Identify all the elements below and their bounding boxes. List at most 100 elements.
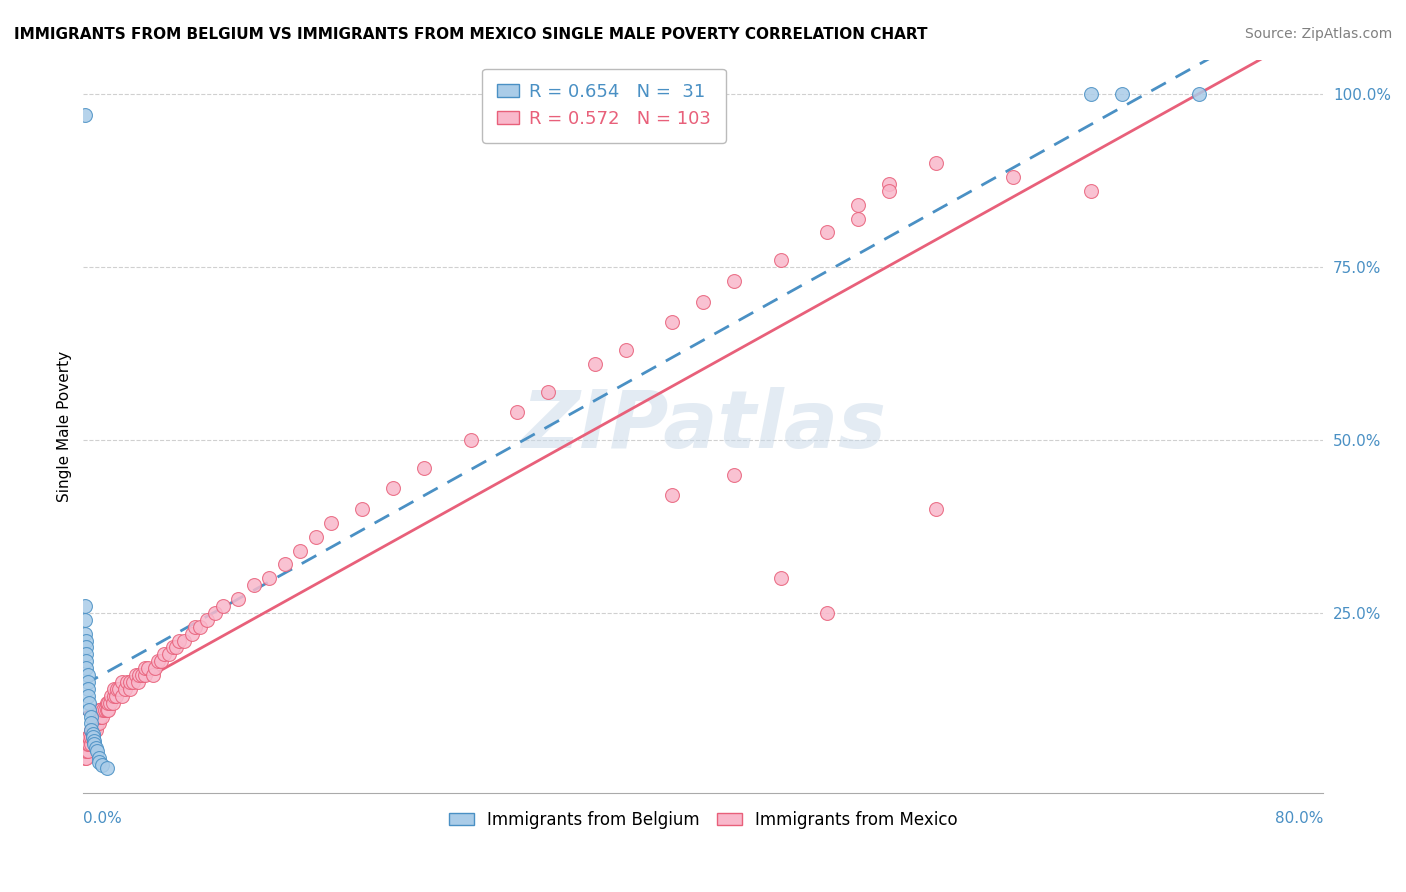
- Point: [77, 668, 100, 682]
- Point: [75, 751, 97, 765]
- Point: [184, 620, 207, 634]
- Point: [75, 744, 97, 758]
- Point: [84, 716, 107, 731]
- Point: [94, 703, 117, 717]
- Point: [100, 689, 122, 703]
- Point: [77, 744, 100, 758]
- Point: [925, 156, 948, 170]
- Point: [188, 620, 211, 634]
- Point: [90, 758, 112, 772]
- Point: [87, 716, 110, 731]
- Point: [226, 592, 249, 607]
- Point: [118, 675, 141, 690]
- Point: [80, 723, 103, 738]
- Point: [87, 751, 110, 765]
- Point: [87, 703, 110, 717]
- Text: 80.0%: 80.0%: [1275, 811, 1323, 826]
- Point: [243, 578, 266, 592]
- Point: [723, 274, 745, 288]
- Point: [382, 481, 405, 495]
- Point: [583, 357, 606, 371]
- Point: [846, 198, 869, 212]
- Point: [79, 737, 101, 751]
- Point: [75, 661, 97, 675]
- Point: [79, 703, 101, 717]
- Point: [692, 294, 714, 309]
- Point: [75, 633, 97, 648]
- Point: [877, 177, 900, 191]
- Point: [103, 681, 125, 696]
- Point: [73, 108, 96, 122]
- Point: [105, 681, 128, 696]
- Point: [149, 654, 172, 668]
- Point: [79, 696, 101, 710]
- Point: [86, 716, 108, 731]
- Point: [162, 640, 184, 655]
- Point: [846, 211, 869, 226]
- Point: [82, 727, 104, 741]
- Point: [506, 405, 529, 419]
- Point: [86, 709, 108, 723]
- Point: [153, 648, 176, 662]
- Point: [815, 226, 838, 240]
- Point: [87, 755, 110, 769]
- Point: [89, 709, 111, 723]
- Point: [925, 502, 948, 516]
- Point: [115, 675, 138, 690]
- Point: [173, 633, 195, 648]
- Point: [815, 606, 838, 620]
- Point: [84, 740, 107, 755]
- Point: [1002, 170, 1025, 185]
- Point: [79, 731, 101, 745]
- Point: [96, 696, 118, 710]
- Point: [103, 689, 125, 703]
- Point: [97, 696, 120, 710]
- Point: [82, 731, 104, 745]
- Point: [1111, 87, 1133, 102]
- Point: [77, 675, 100, 690]
- Point: [80, 716, 103, 731]
- Point: [305, 530, 328, 544]
- Point: [77, 731, 100, 745]
- Point: [98, 696, 121, 710]
- Point: [77, 681, 100, 696]
- Point: [118, 681, 141, 696]
- Point: [77, 689, 100, 703]
- Point: [75, 737, 97, 751]
- Point: [352, 502, 374, 516]
- Point: [73, 751, 96, 765]
- Point: [75, 654, 97, 668]
- Point: [413, 460, 436, 475]
- Point: [73, 599, 96, 613]
- Point: [80, 731, 103, 745]
- Point: [321, 516, 343, 530]
- Point: [97, 703, 120, 717]
- Text: Source: ZipAtlas.com: Source: ZipAtlas.com: [1244, 27, 1392, 41]
- Point: [83, 733, 105, 747]
- Point: [111, 675, 134, 690]
- Point: [82, 723, 104, 738]
- Point: [114, 681, 136, 696]
- Point: [169, 633, 191, 648]
- Y-axis label: Single Male Poverty: Single Male Poverty: [58, 351, 72, 501]
- Point: [146, 654, 169, 668]
- Point: [134, 661, 156, 675]
- Point: [101, 696, 124, 710]
- Point: [127, 675, 149, 690]
- Text: ZIPatlas: ZIPatlas: [520, 387, 886, 465]
- Point: [131, 668, 153, 682]
- Point: [80, 737, 103, 751]
- Point: [93, 703, 115, 717]
- Point: [96, 761, 118, 775]
- Point: [769, 571, 792, 585]
- Point: [75, 640, 97, 655]
- Point: [143, 661, 166, 675]
- Point: [83, 723, 105, 738]
- Point: [108, 681, 131, 696]
- Point: [90, 709, 112, 723]
- Point: [73, 626, 96, 640]
- Point: [1080, 87, 1102, 102]
- Point: [138, 661, 160, 675]
- Point: [537, 384, 560, 399]
- Point: [274, 558, 297, 572]
